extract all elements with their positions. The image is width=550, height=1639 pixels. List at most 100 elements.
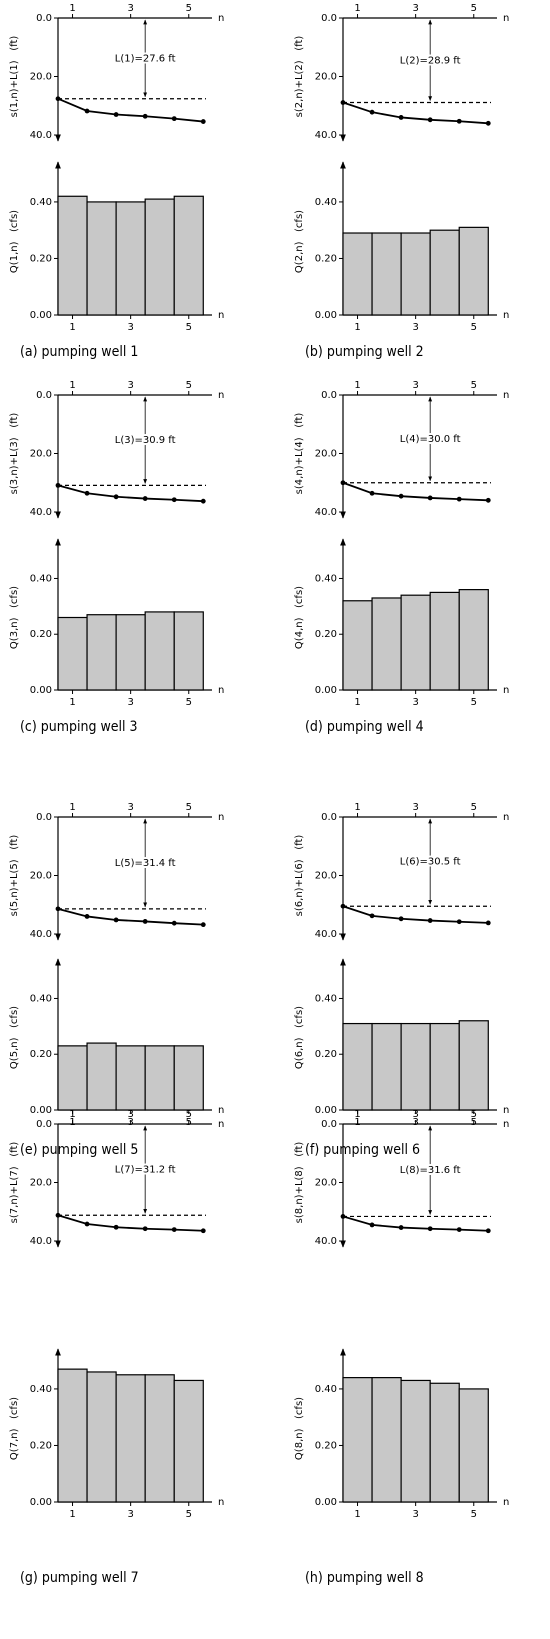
y-tick-label: 20.0 (30, 1178, 52, 1189)
x-tick-label: 1 (69, 380, 75, 391)
drawdown-line (57, 97, 204, 123)
data-point (369, 490, 375, 496)
y-tick-label: 0.40 (315, 993, 337, 1004)
bar (57, 1045, 88, 1111)
bar (429, 1022, 460, 1111)
data-point (398, 493, 404, 499)
y-tick-label: 0.20 (30, 629, 52, 640)
annotation: L(6)=30.5 ft (400, 857, 461, 868)
x-tick-label: 1 (354, 697, 360, 708)
y-tick-label: 40.0 (315, 507, 337, 518)
x-axis-label: n (503, 310, 509, 321)
y-tick-label: 0.0 (36, 13, 52, 24)
x-tick-label: 1 (69, 1509, 75, 1520)
x-tick-label: 5 (471, 1509, 477, 1520)
bar (342, 1022, 373, 1111)
bar (429, 591, 460, 691)
data-point (398, 115, 404, 120)
data-point (55, 96, 61, 102)
y-tick-label: 0.20 (315, 1049, 337, 1060)
drawdown-line (342, 905, 489, 924)
y-tick-label: 20.0 (315, 449, 337, 460)
y-tick-label: 40.0 (30, 130, 52, 141)
drawdown-line (342, 481, 489, 502)
y-axis-label: s(5,n)+L(5) (ft) (9, 835, 20, 917)
y-tick-label: 0.00 (315, 1105, 337, 1116)
x-tick-label: 1 (69, 3, 75, 14)
x-tick-label: 3 (127, 802, 133, 813)
y-tick-label: 0.20 (315, 629, 337, 640)
data-point (113, 1224, 119, 1230)
x-axis-label: n (503, 13, 509, 24)
y-axis-label: Q(8,n) (cfs) (294, 1397, 305, 1460)
caption: (a) pumping well 1 (20, 344, 138, 360)
bar (371, 232, 402, 316)
x-tick-label: 1 (69, 322, 75, 333)
x-tick-label: 3 (412, 1109, 418, 1120)
y-tick-label: 40.0 (315, 1236, 337, 1247)
y-tick-label: 0.0 (321, 13, 337, 24)
data-point (55, 906, 61, 912)
data-point (55, 482, 61, 488)
data-point (427, 918, 433, 923)
y-tick-label: 20.0 (30, 871, 52, 882)
y-tick-label: 0.0 (36, 1119, 52, 1130)
bar (57, 1368, 88, 1503)
y-tick-label: 40.0 (30, 507, 52, 518)
drawdown-line (57, 1214, 204, 1232)
y-axis-label: Q(2,n) (cfs) (294, 210, 305, 273)
y-axis-label: Q(7,n) (cfs) (9, 1397, 20, 1460)
annotation: L(1)=27.6 ft (115, 53, 176, 64)
data-point (340, 903, 346, 909)
data-point (369, 913, 375, 919)
y-tick-label: 20.0 (30, 449, 52, 460)
bar (371, 1022, 402, 1111)
x-tick-label: 5 (471, 322, 477, 333)
x-tick-label: 5 (186, 3, 192, 14)
data-point (340, 480, 346, 486)
bar (86, 614, 117, 691)
y-tick-label: 0.20 (315, 253, 337, 264)
x-tick-label: 1 (354, 802, 360, 813)
x-tick-label: 1 (354, 1109, 360, 1120)
drawdown-line (342, 101, 489, 125)
y-tick-label: 0.40 (315, 197, 337, 208)
x-tick-label: 3 (412, 697, 418, 708)
data-point (113, 494, 119, 500)
x-tick-label: 5 (186, 1109, 192, 1120)
y-tick-label: 0.20 (30, 1049, 52, 1060)
bar (371, 597, 402, 691)
bar (429, 1382, 460, 1503)
bar (400, 594, 431, 691)
x-axis-label: n (503, 812, 509, 823)
bar (371, 1377, 402, 1503)
x-tick-label: 3 (127, 1509, 133, 1520)
y-tick-label: 40.0 (315, 929, 337, 940)
data-point (485, 920, 491, 926)
x-tick-label: 1 (354, 322, 360, 333)
drawdown-line (342, 1215, 489, 1232)
y-tick-label: 20.0 (30, 72, 52, 83)
data-point (398, 916, 404, 922)
x-tick-label: 1 (354, 380, 360, 391)
x-tick-label: 1 (354, 1509, 360, 1520)
caption: (c) pumping well 3 (20, 719, 138, 735)
x-tick-label: 3 (127, 697, 133, 708)
x-tick-label: 3 (127, 1109, 133, 1120)
data-point (113, 917, 119, 923)
y-tick-label: 0.40 (315, 1384, 337, 1395)
data-point (427, 1226, 433, 1232)
data-point (200, 498, 206, 504)
data-point (340, 1214, 346, 1219)
data-point (84, 108, 90, 114)
x-axis-label: n (503, 685, 509, 696)
y-tick-label: 20.0 (315, 72, 337, 83)
data-point (142, 919, 148, 924)
x-tick-label: 3 (412, 802, 418, 813)
annotation: L(7)=31.2 ft (115, 1165, 176, 1176)
y-tick-label: 0.20 (315, 1440, 337, 1451)
x-tick-label: 5 (471, 380, 477, 391)
x-tick-label: 3 (127, 3, 133, 14)
bar (57, 195, 88, 316)
